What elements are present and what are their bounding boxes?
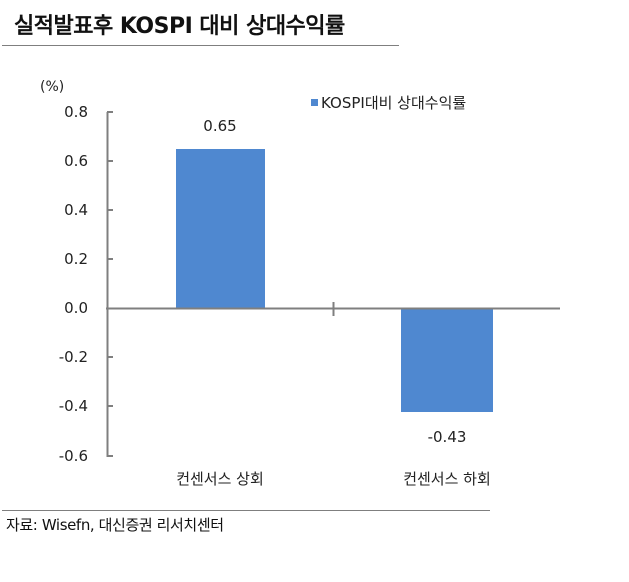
chart-plot-area [106,111,560,457]
y-tick-label: 0.8 [64,103,88,121]
legend-label: KOSPI대비 상대수익률 [321,94,467,112]
legend-swatch-icon [311,99,318,106]
top-divider [2,45,399,46]
y-tick-label: 0.4 [64,201,88,219]
y-tick-label: -0.2 [58,348,88,366]
y-tick-label: 0.2 [64,250,88,268]
bar-consensus-miss [401,309,493,412]
y-tick-label: -0.6 [58,447,88,465]
bar-consensus-beat [176,149,265,308]
data-label-consensus-miss: -0.43 [427,428,467,446]
chart-legend: KOSPI대비 상대수익률 [311,92,466,113]
y-tick-label: 0.0 [64,299,88,317]
source-note: 자료: Wisefn, 대신증권 리서치센터 [6,516,224,534]
chart-title: 실적발표후 KOSPI 대비 상대수익률 [14,14,345,39]
data-label-consensus-beat: 0.65 [203,117,237,135]
y-tick-label: -0.4 [58,397,88,415]
x-category-label: 컨센서스 하회 [403,470,491,488]
y-axis-ticks [107,111,113,457]
y-axis-unit: (%) [40,79,65,95]
y-tick-label: 0.6 [64,152,88,170]
bottom-divider [2,510,490,511]
x-category-label: 컨센서스 상회 [176,470,264,488]
bar-chart: (%) 0.8 0.6 0.4 0.2 0.0 -0.2 -0.4 -0.6 0… [40,79,560,488]
